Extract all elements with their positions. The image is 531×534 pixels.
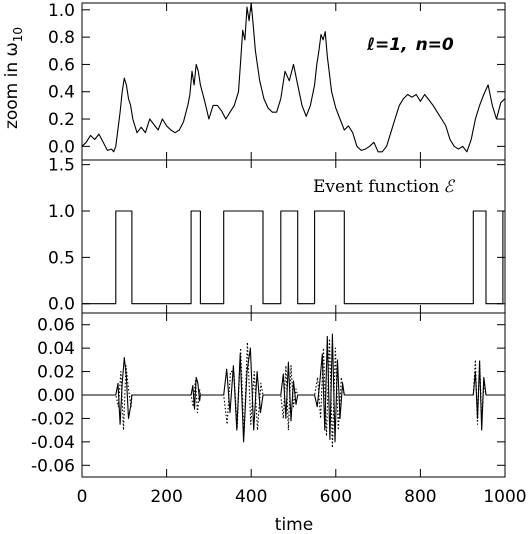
middle-series-solid bbox=[82, 210, 505, 305]
top-series-solid bbox=[81, 2, 506, 153]
bottom-ytick-label: 0.06 bbox=[37, 316, 75, 336]
top-ytick-label: 0.8 bbox=[48, 28, 75, 48]
top-frame bbox=[81, 2, 506, 161]
bottom-series-dotted bbox=[82, 338, 505, 449]
top-annotation: ℓ=1, n=0 bbox=[366, 35, 454, 55]
top-ytick-label: 1.0 bbox=[48, 1, 75, 21]
panel-middle: 0.0 0.5 1.0 1.5 bbox=[48, 156, 506, 315]
annotation-n: n=0 bbox=[416, 35, 454, 55]
xtick-label: 800 bbox=[404, 487, 436, 507]
top-ylabel: zoom in ω10 bbox=[2, 27, 25, 129]
annotation-l: ℓ=1, bbox=[366, 35, 408, 55]
bottom-series-solid bbox=[82, 333, 505, 443]
xtick-label: 400 bbox=[235, 487, 267, 507]
x-axis-title: time bbox=[275, 515, 313, 534]
xtick-label: 600 bbox=[320, 487, 352, 507]
panel-bottom: -0.06 -0.04 -0.02 0.00 0.02 0.04 0.06 0 200 400 60… bbox=[31, 312, 527, 507]
bottom-ytick-label: 0.02 bbox=[37, 363, 75, 383]
middle-ytick-label: 0.0 bbox=[48, 295, 75, 315]
top-ytick-label: 0.2 bbox=[48, 110, 75, 130]
bottom-ytick-label: -0.06 bbox=[31, 456, 75, 476]
bottom-ytick-label: 0.04 bbox=[37, 339, 75, 359]
middle-ytick-label: 1.5 bbox=[48, 156, 75, 176]
top-ytick-label: 0.4 bbox=[48, 83, 75, 103]
top-ytick-label: 0.0 bbox=[48, 137, 75, 157]
bottom-ytick-label: 0.00 bbox=[37, 386, 75, 406]
middle-ytick-label: 0.5 bbox=[48, 248, 75, 268]
bottom-ytick-label: -0.04 bbox=[31, 433, 75, 453]
xtick-label: 200 bbox=[150, 487, 182, 507]
panel-top: 0.0 0.2 0.4 0.6 0.8 1.0 bbox=[48, 1, 506, 161]
bottom-ytick-label: -0.02 bbox=[31, 409, 75, 429]
xtick-label: 0 bbox=[77, 487, 88, 507]
event-function-symbol: ℰ bbox=[443, 177, 455, 197]
xtick-label: 1000 bbox=[483, 487, 526, 507]
middle-frame bbox=[81, 159, 506, 314]
middle-ytick-label: 1.0 bbox=[48, 202, 75, 222]
top-ytick-label: 0.6 bbox=[48, 55, 75, 75]
top-ylabel-subscript: 10 bbox=[11, 27, 25, 42]
event-function-label: Event function bbox=[313, 177, 439, 197]
middle-annotation: Event function ℰ bbox=[313, 177, 455, 197]
